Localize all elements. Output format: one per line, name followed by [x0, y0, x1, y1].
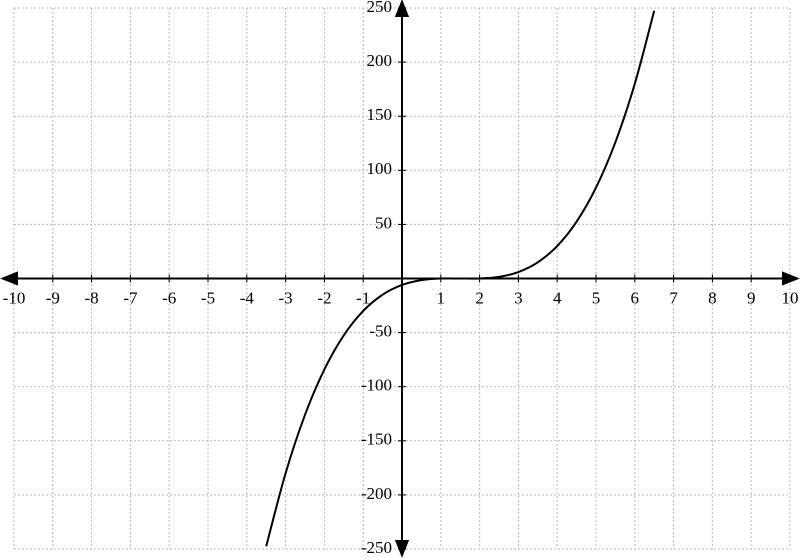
x-tick-label: 8 [708, 288, 717, 307]
x-tick-label: 9 [747, 288, 756, 307]
y-tick-label: 100 [367, 159, 393, 178]
x-tick-label: -6 [162, 288, 176, 307]
x-tick-label: -8 [85, 288, 99, 307]
x-tick-label: 7 [669, 288, 678, 307]
plot [265, 10, 656, 547]
x-tick-label: -1 [356, 288, 370, 307]
tick-labels: -10 -9 -8 -7 -6 -5 -4 -3 -2 -1 1 2 3 4 5 6 7 8 9 10 -250 -200… [3, 0, 799, 557]
x-tick-label: -7 [123, 288, 138, 307]
y-tick-label: 200 [367, 51, 393, 70]
y-tick-label: -150 [361, 430, 392, 449]
y-tick-label: -50 [369, 322, 392, 341]
y-tick-label: -200 [361, 484, 392, 503]
x-tick-label: 10 [782, 288, 799, 307]
x-tick-label: 2 [475, 288, 484, 307]
x-tick-label: -3 [279, 288, 293, 307]
x-tick-label: -4 [240, 288, 255, 307]
x-tick-label: -10 [3, 288, 26, 307]
x-tick-label: -9 [46, 288, 60, 307]
x-tick-label: -5 [201, 288, 215, 307]
x-tick-label: 6 [631, 288, 640, 307]
y-tick-label: 150 [367, 105, 393, 124]
y-tick-label: -250 [361, 538, 392, 557]
y-tick-label: -100 [361, 376, 392, 395]
y-tick-label: 50 [375, 213, 392, 232]
x-tick-label: -2 [317, 288, 331, 307]
x-tick-label: 5 [592, 288, 601, 307]
y-tick-label: 250 [367, 0, 393, 16]
x-tick-label: 1 [437, 288, 446, 307]
x-tick-label: 4 [553, 288, 562, 307]
curve [265, 10, 656, 547]
x-tick-label: 3 [514, 288, 523, 307]
